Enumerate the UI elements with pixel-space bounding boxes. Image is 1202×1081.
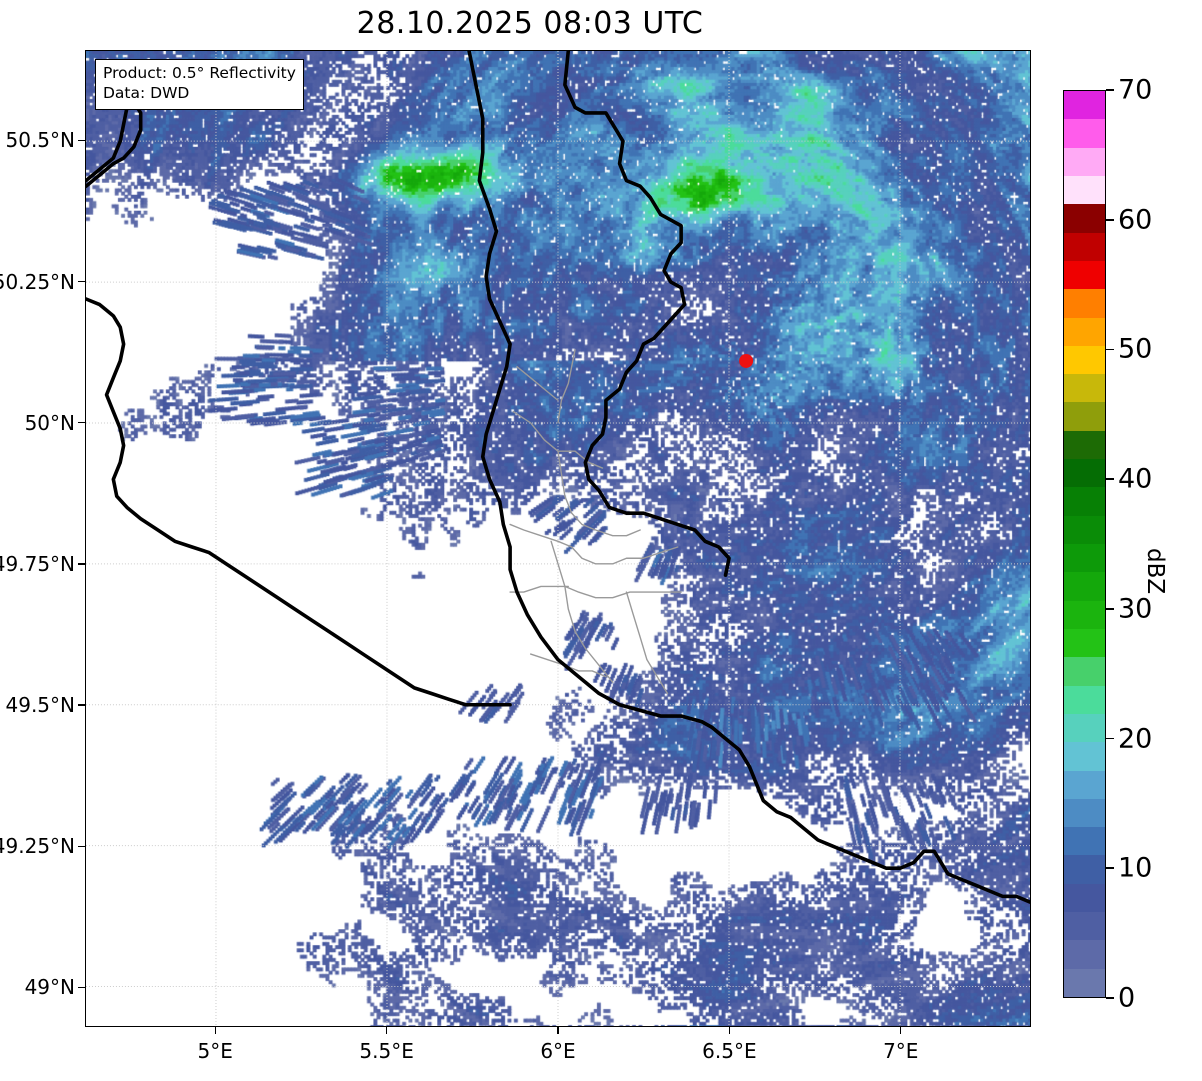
colorbar-band xyxy=(1064,91,1105,120)
colorbar-band xyxy=(1064,345,1105,375)
colorbar-tick-label: 10 xyxy=(1118,852,1153,884)
colorbar-band xyxy=(1064,487,1105,516)
colorbar-band xyxy=(1064,260,1105,290)
colorbar-tick-label: 20 xyxy=(1118,723,1153,755)
colorbar-tick-label: 0 xyxy=(1118,982,1136,1014)
colorbar-band xyxy=(1064,883,1105,913)
colorbar-band xyxy=(1064,855,1105,884)
x-axis-tickmark xyxy=(728,1027,731,1034)
colorbar-band xyxy=(1064,374,1105,403)
y-axis-tick-label: 49.75°N xyxy=(0,551,75,576)
colorbar-tick xyxy=(1106,348,1114,351)
product-info-box: Product: 0.5° Reflectivity Data: DWD xyxy=(95,59,304,110)
map-borders xyxy=(86,51,1030,904)
x-axis-tick-label: 5.5°E xyxy=(359,1039,414,1063)
x-axis-tickmark xyxy=(557,1027,559,1034)
colorbar-band xyxy=(1064,798,1105,828)
y-axis-tickmark xyxy=(78,280,85,283)
colorbar-band xyxy=(1064,912,1105,941)
colorbar-band xyxy=(1064,600,1105,629)
page-title: 28.10.2025 08:03 UTC xyxy=(356,6,704,41)
colorbar-tick xyxy=(1106,997,1114,999)
y-axis-tickmark xyxy=(78,845,85,847)
colorbar-band xyxy=(1064,289,1105,318)
y-axis-tickmark xyxy=(78,139,85,142)
x-axis-tick-label: 6.5°E xyxy=(702,1039,757,1063)
y-axis-tickmark xyxy=(78,704,85,706)
colorbar-tick xyxy=(1106,867,1114,870)
colorbar-band xyxy=(1064,770,1105,799)
colorbar-tick-label: 60 xyxy=(1118,204,1153,236)
colorbar-band xyxy=(1064,147,1105,176)
colorbar-band xyxy=(1064,685,1105,714)
colorbar-band xyxy=(1064,968,1105,997)
y-axis-tick-label: 49.25°N xyxy=(0,834,75,859)
x-axis-tickmark xyxy=(385,1027,388,1034)
colorbar-band xyxy=(1064,402,1105,431)
info-data-line: Data: DWD xyxy=(103,83,190,102)
colorbar-band xyxy=(1064,940,1105,969)
colorbar-band xyxy=(1064,317,1105,346)
colorbar-band xyxy=(1064,459,1105,488)
colorbar-tick-label: 70 xyxy=(1118,74,1153,106)
y-axis-tickmark xyxy=(78,563,85,565)
colorbar-tick-label: 40 xyxy=(1118,463,1153,495)
colorbar-axis-label: dBZ xyxy=(1142,548,1168,595)
radar-site-marker xyxy=(739,353,754,368)
y-axis-tick-label: 50°N xyxy=(24,410,75,435)
colorbar-band xyxy=(1064,119,1105,148)
x-axis-tick-label: 5°E xyxy=(197,1039,233,1063)
y-axis-tickmark xyxy=(78,986,85,989)
colorbar-band xyxy=(1064,827,1105,856)
colorbar-band xyxy=(1064,742,1105,771)
colorbar-container[interactable]: 0 10 20 30 40 50 60 70 xyxy=(1063,75,1152,1014)
colorbar-band xyxy=(1064,430,1105,460)
colorbar-band xyxy=(1064,572,1105,601)
x-axis-tick-label: 6°E xyxy=(540,1039,576,1063)
colorbar-tick xyxy=(1106,89,1114,91)
y-axis-tickmark xyxy=(78,422,85,424)
colorbar-band xyxy=(1064,544,1105,573)
colorbar-tick-label: 50 xyxy=(1118,333,1153,365)
y-axis-tick-label: 50.25°N xyxy=(0,269,75,294)
colorbar-tick-label: 30 xyxy=(1118,593,1153,625)
x-axis-tickmark xyxy=(214,1027,216,1034)
y-axis-tick-label: 49.5°N xyxy=(5,693,76,718)
colorbar-band xyxy=(1064,175,1105,205)
x-axis-tickmark xyxy=(900,1027,902,1034)
y-axis-tick-label: 50.5°N xyxy=(5,128,76,153)
colorbar-tick xyxy=(1106,737,1114,740)
info-product-line: Product: 0.5° Reflectivity xyxy=(103,64,296,82)
map-gridlines xyxy=(86,51,1030,1026)
colorbar-gradient xyxy=(1063,90,1106,998)
colorbar-tick xyxy=(1106,218,1114,221)
colorbar-tick xyxy=(1106,608,1114,610)
colorbar-tick xyxy=(1106,478,1114,480)
colorbar-band xyxy=(1064,713,1105,743)
colorbar-band xyxy=(1064,515,1105,544)
radar-map-axes[interactable] xyxy=(85,50,1031,1027)
x-axis-tick-label: 7°E xyxy=(883,1039,919,1063)
colorbar-band xyxy=(1064,657,1105,686)
y-axis-tick-label: 49°N xyxy=(24,975,75,1000)
colorbar-band xyxy=(1064,204,1105,233)
colorbar-band xyxy=(1064,628,1105,658)
colorbar-band xyxy=(1064,232,1105,261)
